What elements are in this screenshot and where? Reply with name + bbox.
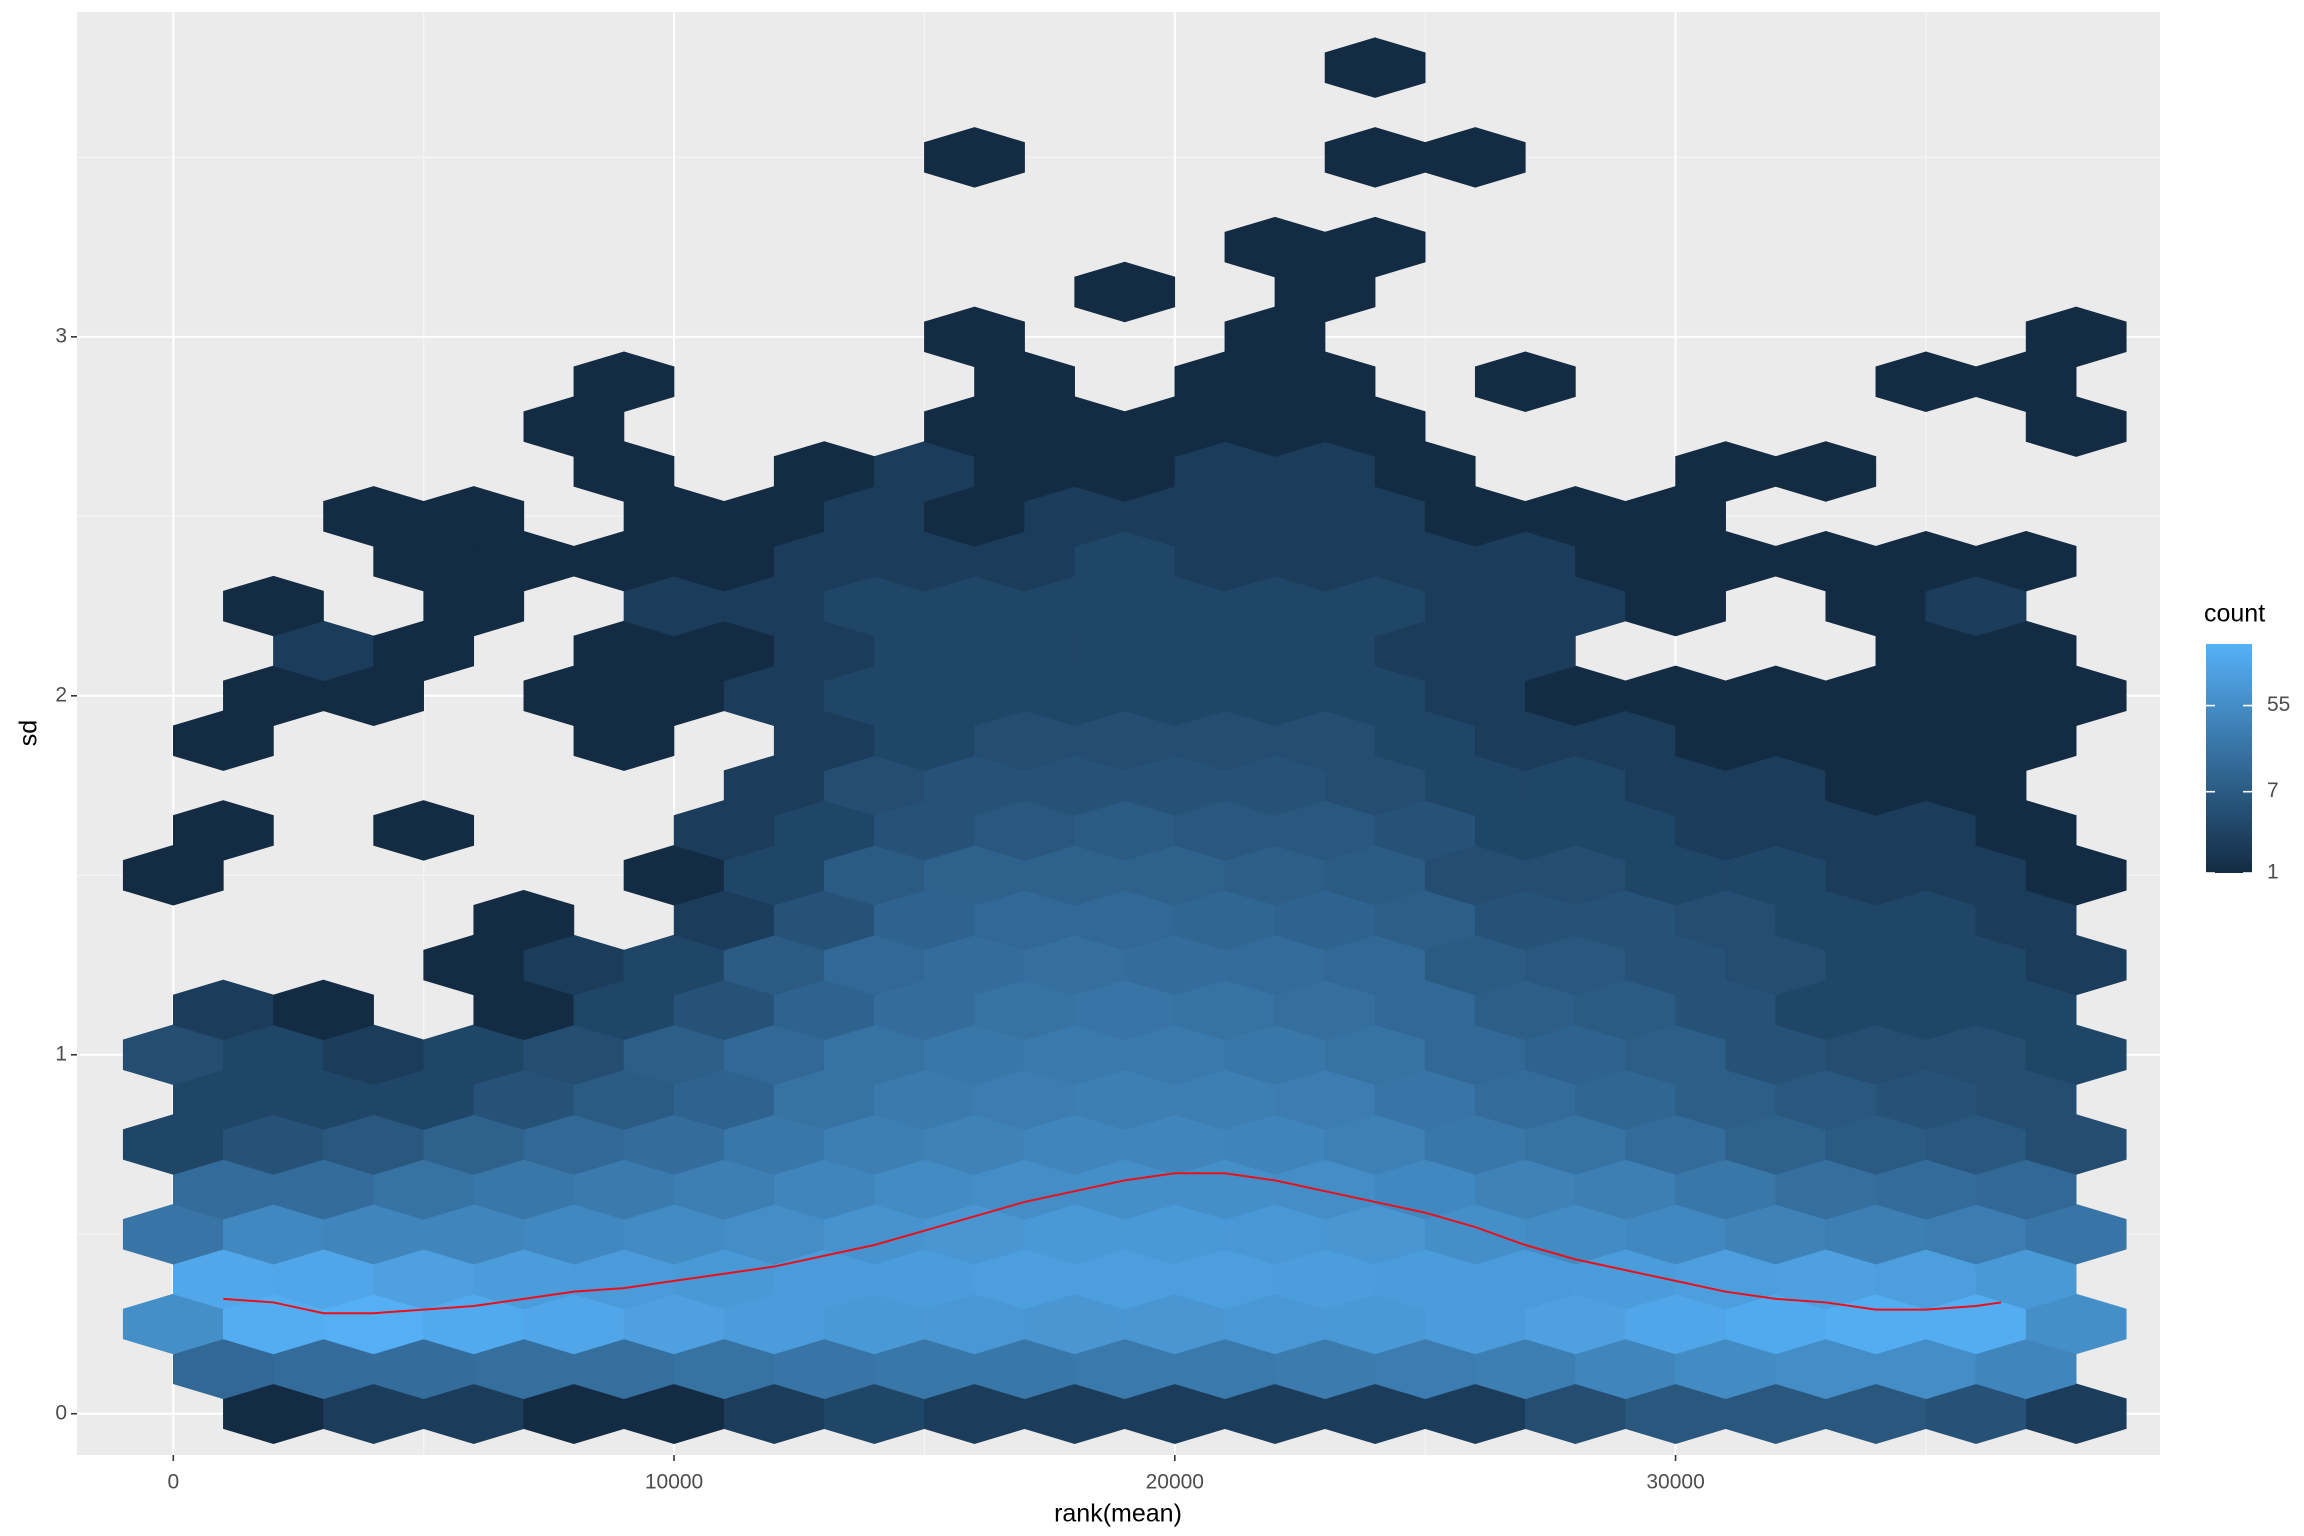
y-tick-label: 0 bbox=[55, 1401, 67, 1424]
x-tick-label: 0 bbox=[167, 1471, 179, 1494]
y-tick-label: 1 bbox=[55, 1042, 67, 1065]
smooth-line bbox=[223, 1172, 2002, 1315]
legend-title: count bbox=[2204, 600, 2265, 628]
hexbin bbox=[924, 127, 1025, 188]
hexbin bbox=[573, 351, 675, 412]
y-tick-label: 3 bbox=[55, 324, 67, 347]
hexbin bbox=[1775, 441, 1877, 502]
hexbin bbox=[2025, 306, 2127, 368]
colorbar-label: 55 bbox=[2267, 693, 2290, 716]
hexbin bbox=[1324, 37, 1426, 98]
hexbin bbox=[373, 800, 475, 861]
legend: count 1 7 55 bbox=[2204, 600, 2290, 884]
hexbin bbox=[1424, 127, 1526, 188]
hexbin bbox=[1474, 351, 1576, 412]
hexbin bbox=[223, 575, 324, 637]
hexbin bbox=[924, 306, 1025, 368]
hexbin bbox=[273, 979, 374, 1041]
x-tick-label: 20000 bbox=[1146, 1471, 1204, 1494]
hexbin bbox=[1324, 216, 1426, 278]
hexbin bbox=[173, 800, 274, 861]
x-tick-label: 10000 bbox=[645, 1471, 703, 1494]
x-tick-label: 30000 bbox=[1646, 1471, 1704, 1494]
colorbar bbox=[2206, 644, 2252, 873]
y-axis-title: sd bbox=[15, 720, 43, 746]
hexbin bbox=[1074, 261, 1176, 323]
hexbin bbox=[423, 486, 525, 547]
hexbins bbox=[122, 37, 2127, 1444]
hexbin bbox=[473, 889, 575, 951]
y-tick-label: 2 bbox=[55, 683, 67, 706]
smooth-line-layer bbox=[223, 1172, 2002, 1315]
x-axis-title: rank(mean) bbox=[1054, 1500, 1182, 1528]
colorbar-label: 1 bbox=[2267, 861, 2279, 884]
colorbar-label: 7 bbox=[2267, 779, 2279, 802]
hexbin bbox=[1975, 530, 2077, 592]
axes: 0 10000 20000 30000 0 1 2 3 bbox=[55, 324, 1704, 1493]
